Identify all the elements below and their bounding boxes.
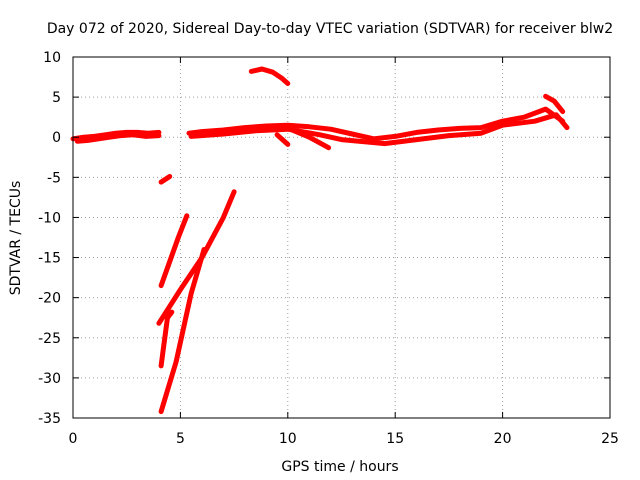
x-tick-label: 10 (279, 431, 297, 447)
y-tick-labels: 10 5 0 -5 -10 -15 -20 -25 -30 -35 (38, 50, 61, 427)
y-tick-label: 10 (43, 50, 61, 66)
chart-title: Day 072 of 2020, Sidereal Day-to-day VTE… (47, 21, 613, 37)
series-branch-b (274, 132, 291, 147)
series-main-band-4 (188, 112, 570, 147)
series-upper-arc (248, 66, 291, 86)
y-tick-label: -20 (38, 291, 61, 307)
series-branch-a (289, 127, 332, 151)
x-tick-label: 25 (601, 431, 619, 447)
y-axis-title: SDTVAR / TECUs (8, 181, 24, 296)
x-tick-label: 20 (494, 431, 512, 447)
y-tick-label: -25 (38, 331, 61, 347)
x-tick-label: 0 (69, 431, 78, 447)
x-tick-label: 15 (386, 431, 404, 447)
x-tick-labels: 0 5 10 15 20 25 (69, 431, 619, 447)
y-tick-label: -15 (38, 251, 61, 267)
axis-ticks (72, 56, 611, 419)
series-branch-c (543, 93, 566, 115)
y-tick-label: 5 (52, 90, 61, 106)
y-tick-label: 0 (52, 130, 61, 146)
y-tick-label: -35 (38, 411, 61, 427)
y-tick-label: -30 (38, 371, 61, 387)
series-ray-1 (158, 213, 190, 289)
series-main-band-2 (74, 132, 162, 144)
x-tick-label: 5 (176, 431, 185, 447)
series-main-band-1 (70, 129, 162, 142)
series-main-band-3 (186, 106, 566, 142)
grid (73, 57, 610, 418)
data-traces (70, 66, 570, 415)
y-tick-label: -10 (38, 210, 61, 226)
x-axis-title: GPS time / hours (281, 459, 398, 475)
series-ray-4 (158, 247, 207, 415)
y-tick-label: -5 (47, 170, 61, 186)
series-ray-3 (158, 309, 175, 369)
plot-frame (72, 56, 611, 419)
series-short-dash (158, 174, 173, 185)
